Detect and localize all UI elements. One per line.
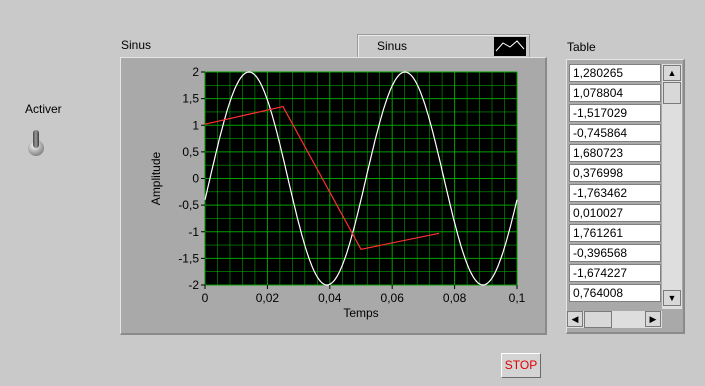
y-tick-label: -2 — [188, 278, 199, 292]
table-cell[interactable]: -0,745864 — [569, 124, 661, 142]
table-cell[interactable]: 1,280265 — [569, 64, 661, 82]
x-tick-label: 0,02 — [256, 291, 280, 305]
tick-labels: 0 0,02 0,04 0,06 0,08 0,1 2 1,5 1 0,5 0 -0,5 -1 -1,5 -… — [178, 65, 525, 305]
x-tick-label: 0,06 — [381, 291, 405, 305]
vertical-scroll-thumb[interactable] — [663, 82, 681, 104]
y-tick-label: 1,5 — [182, 92, 199, 106]
table-cell[interactable]: 0,764008 — [569, 284, 661, 302]
x-axis-label: Temps — [343, 306, 378, 320]
table-cell[interactable]: 1,761261 — [569, 224, 661, 242]
x-tick-label: 0,04 — [318, 291, 342, 305]
stop-button[interactable]: STOP — [501, 353, 541, 378]
plot-legend[interactable]: Sinus — [357, 34, 530, 59]
y-tick-label: -1 — [188, 225, 199, 239]
sine-chart: 0 0,02 0,04 0,06 0,08 0,1 2 1,5 1 0,5 0 -0,5 -1 -1,5 -… — [149, 65, 526, 320]
scroll-down-icon[interactable]: ▼ — [663, 290, 681, 306]
x-tick-label: 0,1 — [509, 291, 526, 305]
y-tick-label: 1 — [192, 118, 199, 132]
activer-label: Activer — [25, 102, 62, 116]
y-axis-label: Amplitude — [149, 152, 163, 206]
grid-lines — [204, 71, 518, 286]
horizontal-scroll-thumb[interactable] — [584, 311, 612, 328]
x-tick-label: 0,08 — [443, 291, 467, 305]
y-tick-label: 2 — [192, 65, 199, 79]
scroll-up-icon[interactable]: ▲ — [663, 65, 681, 81]
x-tick-label: 0 — [202, 291, 209, 305]
legend-swatch — [494, 37, 526, 56]
legend-sine-icon — [495, 40, 525, 52]
table-cell[interactable]: 1,078804 — [569, 84, 661, 102]
red-series-line — [204, 105, 440, 250]
table-title: Table — [567, 40, 596, 54]
y-tick-label: -1,5 — [178, 251, 199, 265]
legend-label: Sinus — [377, 39, 408, 53]
table-cell[interactable]: 0,010027 — [569, 204, 661, 222]
y-tick-label: 0,5 — [182, 145, 199, 159]
horizontal-scrollbar[interactable]: ◀ ▶ — [566, 311, 662, 328]
table-cell[interactable]: 1,680723 — [569, 144, 661, 162]
sine-series-line — [204, 71, 518, 286]
graph-title: Sinus — [121, 38, 152, 52]
scroll-left-icon[interactable]: ◀ — [567, 311, 583, 327]
table-cell[interactable]: -0,396568 — [569, 244, 661, 262]
table-cell[interactable]: 0,376998 — [569, 164, 661, 182]
series-layer — [204, 71, 518, 286]
table-cell[interactable]: -1,517029 — [569, 104, 661, 122]
toggle-lever — [33, 130, 39, 148]
y-tick-label: 0 — [192, 172, 199, 186]
table-cell[interactable]: -1,674227 — [569, 264, 661, 282]
activer-toggle-switch[interactable] — [28, 130, 44, 156]
vertical-scrollbar[interactable]: ▲ ▼ — [662, 64, 682, 309]
toggle-base — [28, 140, 44, 156]
scroll-right-icon[interactable]: ▶ — [645, 311, 661, 327]
y-tick-label: -0,5 — [178, 198, 199, 212]
table-cell[interactable]: -1,763462 — [569, 184, 661, 202]
